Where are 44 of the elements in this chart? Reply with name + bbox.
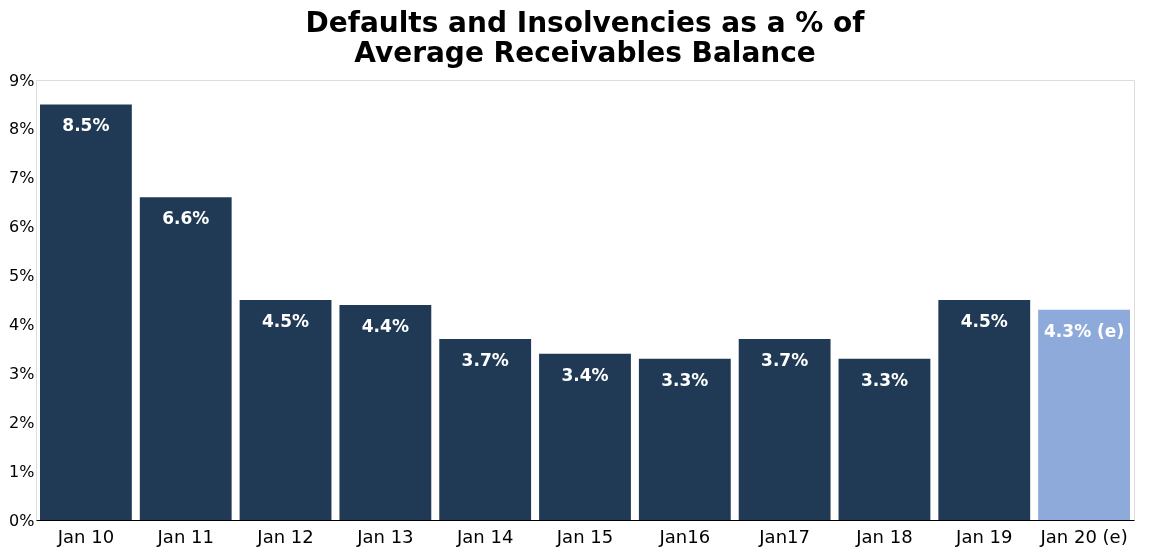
y-tick-label: 0% xyxy=(9,510,35,530)
bar xyxy=(339,304,432,520)
bar xyxy=(439,339,532,520)
data-label: 3.7% xyxy=(761,350,809,371)
y-tick-label: 8% xyxy=(9,119,35,139)
bar xyxy=(938,300,1031,520)
x-tick-label: Jan17 xyxy=(758,525,810,547)
y-tick-label: 1% xyxy=(9,461,35,481)
y-tick-label: 5% xyxy=(9,266,35,286)
y-tick-label: 4% xyxy=(9,314,35,334)
x-tick-label: Jan 14 xyxy=(455,525,514,547)
data-label: 4.3% (e) xyxy=(1044,320,1125,341)
data-label: 3.7% xyxy=(461,350,509,371)
bar xyxy=(1038,309,1131,520)
bar xyxy=(39,104,132,520)
data-label: 8.5% xyxy=(62,115,110,136)
x-tick-label: Jan 13 xyxy=(356,525,414,547)
data-label: 4.4% xyxy=(361,315,409,336)
x-tick-label: Jan 11 xyxy=(156,525,214,547)
y-tick-label: 9% xyxy=(9,70,35,90)
y-tick-label: 2% xyxy=(9,412,35,432)
bar xyxy=(539,353,631,520)
y-tick-label: 7% xyxy=(9,168,35,188)
x-tick-label: Jan 15 xyxy=(555,525,614,547)
x-tick-label: Jan 19 xyxy=(955,525,1013,547)
x-tick-label: Jan 12 xyxy=(256,525,314,547)
bar xyxy=(638,358,731,520)
x-tick-label: Jan16 xyxy=(658,525,711,547)
bar xyxy=(738,339,831,520)
x-tick-label: Jan 20 (e) xyxy=(1039,525,1128,547)
data-label: 3.4% xyxy=(561,364,609,385)
x-tick-label: Jan 18 xyxy=(855,525,913,547)
bar xyxy=(239,300,332,520)
data-label: 4.5% xyxy=(960,311,1008,331)
bar xyxy=(838,358,931,520)
x-tick-label: Jan 10 xyxy=(56,525,115,547)
data-label: 4.5% xyxy=(261,311,310,331)
chart-title: Defaults and Insolvencies as a % of Average Receivables Balance xyxy=(305,6,866,69)
y-tick-label: 3% xyxy=(9,363,35,383)
data-label: 3.3% xyxy=(860,369,909,390)
data-label: 6.6% xyxy=(162,208,210,229)
bar xyxy=(139,197,232,520)
y-tick-label: 6% xyxy=(9,217,35,237)
data-label: 3.3% xyxy=(661,369,709,390)
